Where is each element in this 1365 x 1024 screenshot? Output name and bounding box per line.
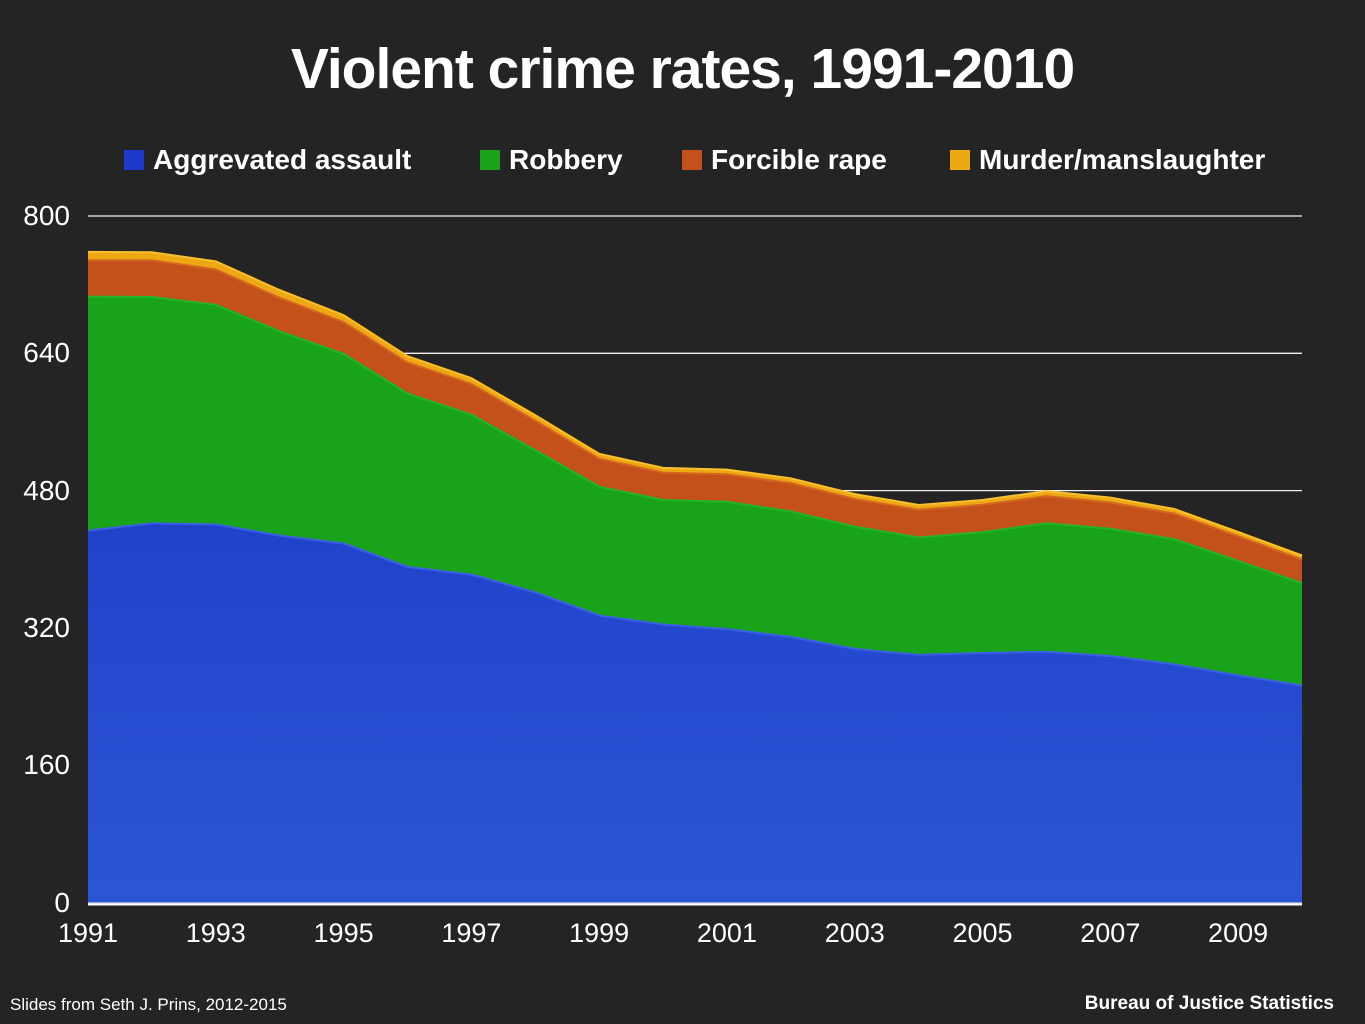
y-axis-tick-label: 0 [54, 886, 70, 918]
legend-swatch-aggravated-assault [124, 150, 144, 170]
legend-item-murder-manslaughter: Murder/manslaughter [950, 144, 1265, 176]
y-axis-tick-label: 160 [23, 749, 70, 781]
legend-label-murder-manslaughter: Murder/manslaughter [979, 144, 1266, 175]
x-axis-tick-label: 2007 [1080, 918, 1141, 948]
x-axis-tick-label: 2009 [1208, 918, 1269, 948]
x-axis-tick-label: 2005 [952, 918, 1013, 948]
area-edge-aggrevated-assault [87, 522, 1303, 687]
legend: Aggrevated assault Robbery Forcible rape… [0, 144, 1365, 178]
y-axis-tick-label: 320 [23, 611, 70, 643]
x-axis-tick-label: 1995 [313, 918, 374, 948]
legend-item-robbery: Robbery [480, 144, 623, 176]
y-axis-tick-label: 480 [23, 474, 70, 506]
x-axis-tick-label: 1997 [441, 918, 502, 948]
area-aggrevated-assault [88, 523, 1302, 903]
legend-swatch-robbery [480, 150, 500, 170]
legend-swatch-forcible-rape [682, 150, 702, 170]
x-axis-tick-label: 1991 [57, 918, 119, 948]
chart-title: Violent crime rates, 1991-2010 [290, 37, 1075, 101]
x-axis-tick-label: 1999 [569, 918, 630, 948]
footer-left-credit: Slides from Seth J. Prins, 2012-2015 [10, 995, 287, 1014]
legend-item-forcible-rape: Forcible rape [682, 144, 887, 176]
legend-item-aggravated-assault: Aggrevated assault [124, 144, 411, 176]
y-axis-tick-label: 800 [23, 200, 70, 231]
legend-label-robbery: Robbery [509, 144, 623, 175]
legend-label-forcible-rape: Forcible rape [711, 144, 887, 175]
legend-swatch-murder-manslaughter [950, 150, 970, 170]
x-axis-tick-label: 2003 [824, 918, 885, 948]
area-edge-forcible-rape [88, 259, 1303, 561]
legend-label-aggravated-assault: Aggrevated assault [153, 144, 412, 175]
x-axis-tick-label: 2001 [696, 918, 757, 948]
x-axis-tick-label: 1993 [185, 918, 246, 948]
footer-right-source: Bureau of Justice Statistics [1084, 993, 1334, 1014]
y-axis-tick-label: 640 [23, 337, 70, 369]
area-edge-murder-manslaughter [87, 250, 1303, 557]
area-edge-robbery [87, 295, 1303, 585]
